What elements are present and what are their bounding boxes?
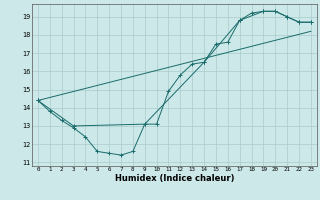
X-axis label: Humidex (Indice chaleur): Humidex (Indice chaleur) <box>115 174 234 183</box>
